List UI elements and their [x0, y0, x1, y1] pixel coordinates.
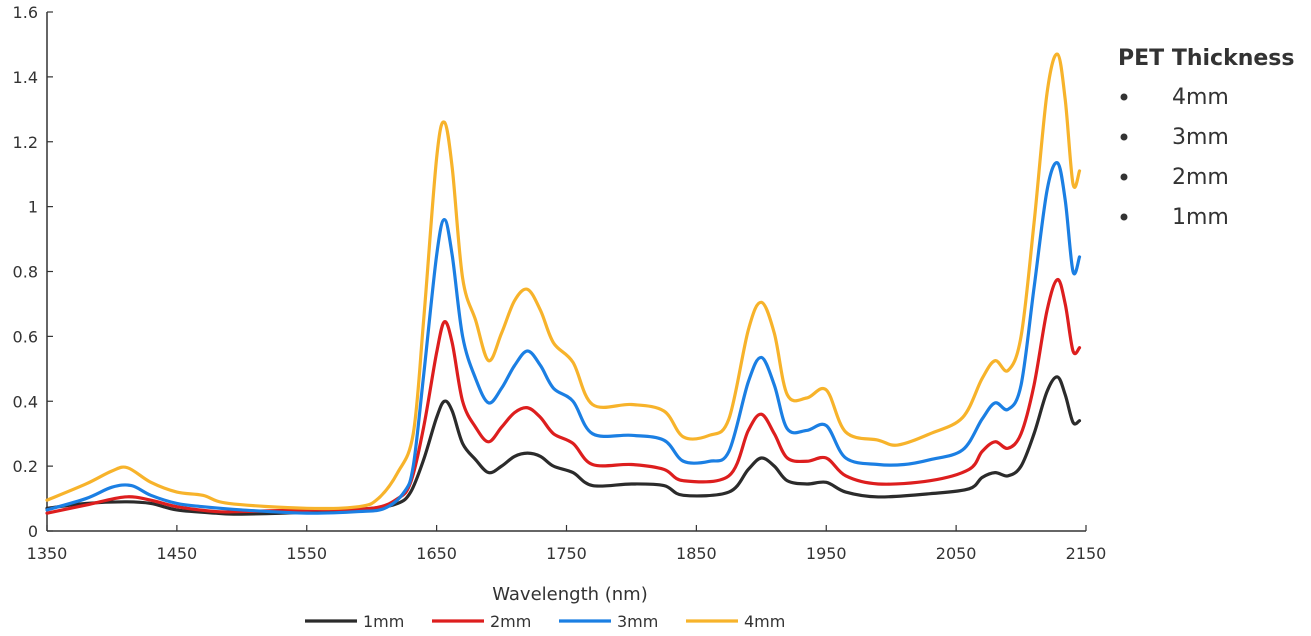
bottom-legend-label-2mm: 2mm [490, 612, 531, 631]
bottom-legend-label-4mm: 4mm [744, 612, 785, 631]
x-tick-label: 2050 [936, 544, 977, 563]
legend-entry-2mm: 2mm [1172, 165, 1229, 190]
y-tick-label: 0.6 [13, 327, 38, 346]
y-ticks: 0 0.2 0.4 0.6 0.8 1 1.2 1.4 1.6 [13, 3, 53, 541]
y-tick-label: 0.4 [13, 392, 38, 411]
x-ticks: 1350 1450 1550 1650 1750 1850 1950 2050 2150 [27, 525, 1107, 563]
bottom-legend: 1mm 2mm 3mm 4mm [305, 612, 785, 631]
axes: 0 0.2 0.4 0.6 0.8 1 1.2 1.4 1.6 1350 1450 1550 1650… [13, 3, 1107, 605]
legend-bullet-3mm [1120, 133, 1128, 141]
series-lines [45, 52, 1082, 516]
series-line-3mm [45, 161, 1082, 515]
legend-entry-4mm: 4mm [1172, 85, 1229, 110]
legend-entry-1mm: 1mm [1172, 205, 1229, 230]
y-tick-label: 0 [28, 522, 38, 541]
bottom-legend-label-1mm: 1mm [363, 612, 404, 631]
y-tick-label: 1.2 [13, 133, 38, 152]
y-tick-label: 1 [28, 198, 38, 217]
x-tick-label: 1950 [806, 544, 847, 563]
x-axis-label: Wavelength (nm) [492, 584, 648, 605]
bottom-legend-label-3mm: 3mm [617, 612, 658, 631]
y-tick-label: 1.4 [13, 68, 38, 87]
series-line-2mm [45, 278, 1082, 515]
legend-bullet-2mm [1120, 173, 1128, 181]
series-line-4mm [45, 52, 1082, 511]
x-tick-label: 1750 [546, 544, 587, 563]
x-tick-label: 1450 [157, 544, 198, 563]
y-tick-label: 0.8 [13, 263, 38, 282]
x-tick-label: 2150 [1066, 544, 1107, 563]
right-legend-items: 4mm 3mm 2mm 1mm [1120, 85, 1229, 230]
x-tick-label: 1550 [286, 544, 327, 563]
right-legend: PET Thickness 4mm 3mm 2mm 1mm [1118, 46, 1294, 230]
legend-bullet-4mm [1120, 93, 1128, 101]
y-tick-label: 1.6 [13, 3, 38, 22]
legend-bullet-1mm [1120, 213, 1128, 221]
y-tick-label: 0.2 [13, 457, 38, 476]
legend-title: PET Thickness [1118, 46, 1294, 71]
legend-entry-3mm: 3mm [1172, 125, 1229, 150]
x-tick-label: 1850 [676, 544, 717, 563]
x-tick-label: 1650 [416, 544, 457, 563]
x-tick-label: 1350 [27, 544, 68, 563]
